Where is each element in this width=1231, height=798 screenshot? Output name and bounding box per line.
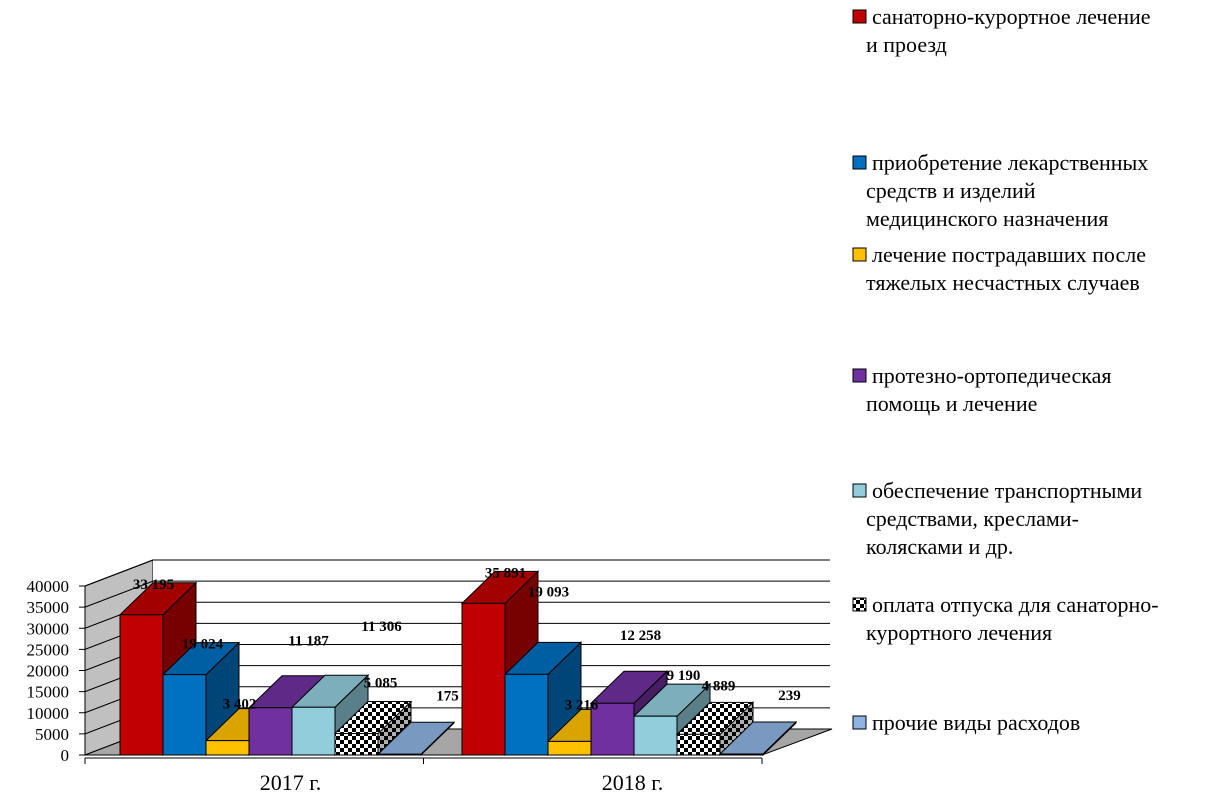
legend-label: санаторно-курортное лечение [872,4,1151,29]
legend-item: обеспечение транспортными средствами, кре… [852,478,1142,559]
data-label: 175 [436,688,459,704]
data-label: 19 024 [182,637,224,653]
bar-front [334,733,379,756]
legend-item: санаторно-курортное лечение и проезд [852,4,1151,57]
bar-front [719,753,764,756]
legend-swatch [852,155,867,170]
data-label: 33 195 [133,577,174,593]
bar-front [461,602,506,756]
x-category-label: 2017 г. [260,770,322,795]
y-tick-label: 10000 [27,704,70,723]
legend-label: приобретение лекарственных [872,150,1148,175]
legend-label: помощь и лечение [866,391,1037,416]
legend-label: тяжелых несчастных случаев [866,270,1140,295]
bar-front [205,740,250,756]
y-tick-label: 15000 [27,683,70,702]
bar [161,641,241,757]
legend-label: прочие виды расходов [872,710,1080,735]
data-label: 35 891 [485,565,526,581]
legend-item: протезно-ортопедическая помощь и лечение [852,363,1112,416]
bar [718,720,798,757]
data-label: 9 190 [667,668,701,684]
data-label: 5 085 [364,676,398,692]
data-label: 19 093 [528,584,569,600]
y-tick-label: 20000 [27,662,70,681]
data-label: 11 306 [361,619,402,635]
y-tick-label: 30000 [27,619,70,638]
legend-item: оплата отпуска для санаторно-курортного … [852,592,1159,645]
legend-label: и проезд [866,32,947,57]
legend-label: курортного лечения [866,620,1052,645]
bar-front [676,733,721,756]
legend-label: протезно-ортопедическая [872,363,1112,388]
data-label: 3 216 [565,697,599,713]
legend-swatch [852,247,867,262]
legend: санаторно-курортное лечение и проезд приоб… [852,4,1159,735]
legend-item: приобретение лекарственных средств и изде… [852,150,1148,231]
y-axis: 0 5000 10000 15000 20000 25000 30000 35000 40000 [27,577,86,765]
legend-label: лечение пострадавших после [872,242,1146,267]
legend-label: средствами, креслами- [866,506,1079,531]
x-category-label: 2018 г. [602,770,664,795]
bar-front [633,715,678,756]
bar-front [162,674,207,756]
data-label: 11 187 [288,634,329,650]
legend-swatch [852,9,867,24]
legend-swatch [852,483,867,498]
data-label: 12 258 [620,628,661,644]
y-tick-label: 25000 [27,640,70,659]
bar-front [119,614,164,756]
legend-label: средств и изделий [866,178,1036,203]
x-axis: 2017 г. 2018 г. [84,757,763,795]
bar [376,721,456,757]
data-label: 4 889 [702,678,736,694]
legend-label: оплата отпуска для санаторно- [872,592,1159,617]
legend-label: колясками и др. [866,534,1013,559]
gridline-side [84,559,154,587]
legend-label: обеспечение транспортными [872,478,1142,503]
bar [675,701,755,757]
legend-swatch [852,597,867,612]
legend-item: прочие виды расходов [852,710,1080,735]
data-label: 239 [778,688,801,704]
y-tick-label: 0 [61,746,70,765]
bar-front [590,702,635,756]
bar-front [377,753,422,756]
bar-front [248,707,293,756]
bar [333,700,413,757]
y-tick-label: 5000 [35,725,69,744]
y-tick-label: 40000 [27,577,70,596]
legend-swatch [852,715,867,730]
legend-swatch [852,368,867,383]
bar-front [504,673,549,756]
bars [118,570,798,757]
legend-item: лечение пострадавших после тяжелых несчас… [852,242,1146,295]
data-labels: 33 195 19 024 3 402 11 187 11 306 5 085 175 35 … [133,565,801,713]
legend-label: медицинского назначения [866,206,1108,231]
gridline-side [84,580,154,608]
y-tick-label: 35000 [27,598,70,617]
bar-front [547,740,592,756]
bar-front [291,706,336,756]
data-label: 3 402 [223,697,257,713]
